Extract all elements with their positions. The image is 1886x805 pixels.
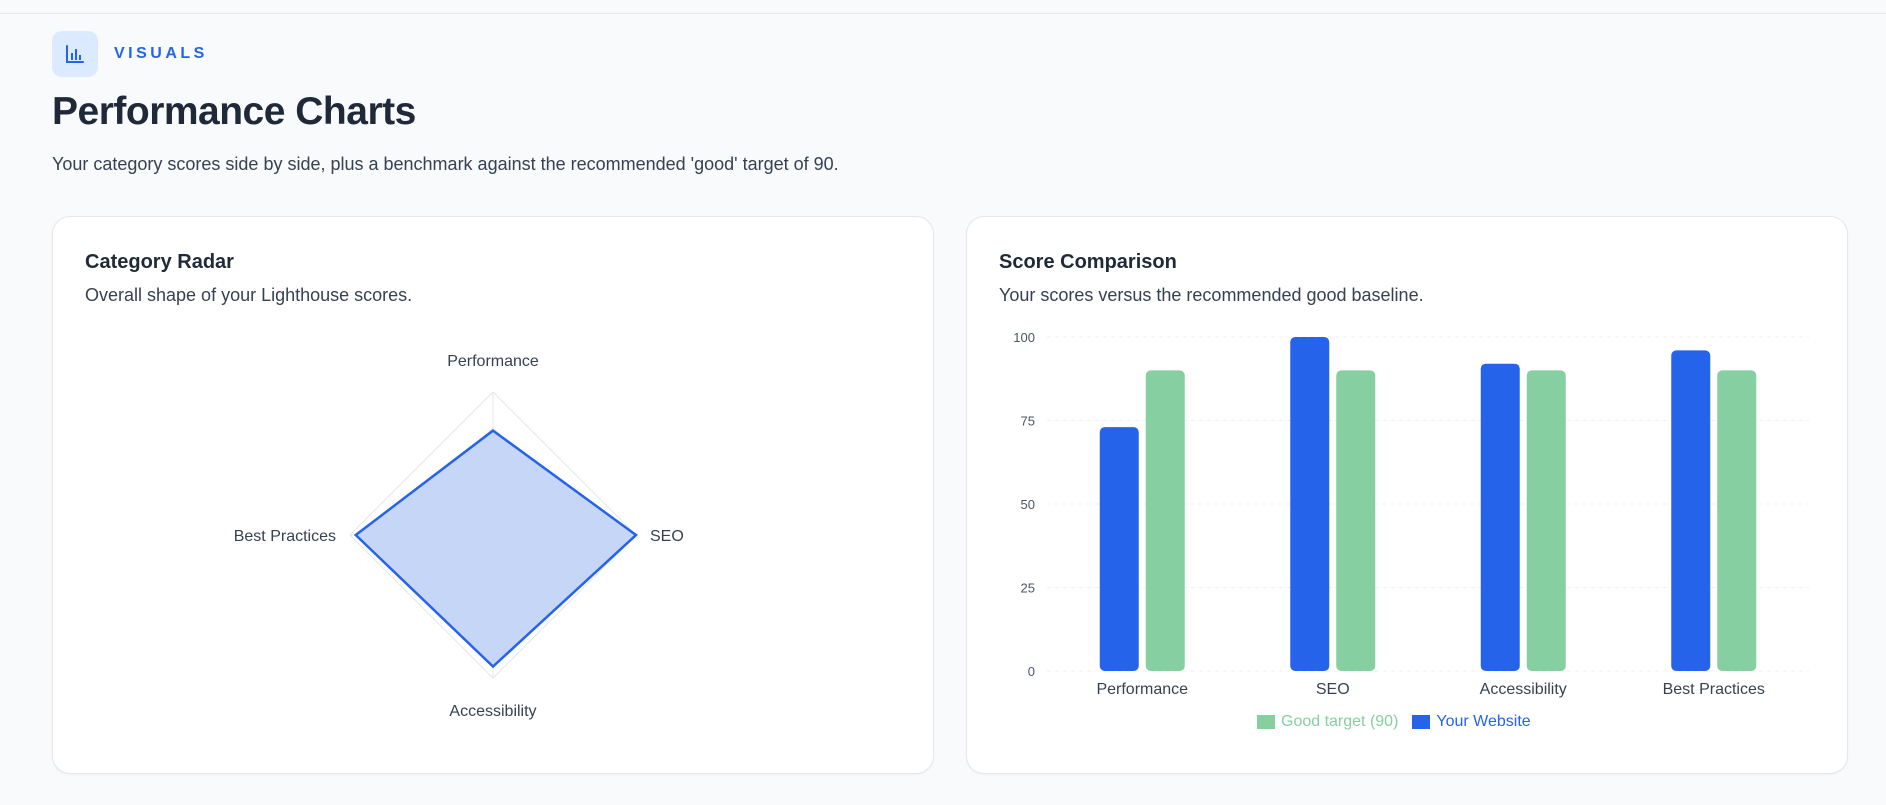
bar-website[interactable] <box>1290 337 1330 671</box>
x-tick-label: Accessibility <box>1480 681 1567 698</box>
bar-good-target[interactable] <box>1717 370 1757 671</box>
legend-label-website: Your Website <box>1436 713 1531 730</box>
radar-axis-label: SEO <box>650 528 684 545</box>
x-tick-label: Best Practices <box>1663 681 1765 698</box>
bar-website[interactable] <box>1671 350 1711 671</box>
y-tick-label: 0 <box>1028 664 1035 679</box>
radar-axis-label: Accessibility <box>449 703 536 720</box>
bar-card-subtitle: Your scores versus the recommended good … <box>999 285 1424 305</box>
bar-chart: 0 25 50 75 100 Performance SEO Accessibility Bes… <box>1013 330 1809 698</box>
radar-axis-label: Best Practices <box>234 528 336 545</box>
y-tick-label: 100 <box>1013 330 1035 345</box>
bar-good-target[interactable] <box>1526 370 1566 671</box>
radar-series-area <box>353 429 638 669</box>
chart-legend: Good target (90) Your Website <box>1257 713 1531 731</box>
y-tick-label: 50 <box>1021 497 1035 512</box>
bar-card: Score Comparison Your scores versus the … <box>966 216 1848 774</box>
bar-card-title: Score Comparison <box>999 251 1177 273</box>
bar-good-target[interactable] <box>1145 370 1185 671</box>
page-subtitle: Your category scores side by side, plus … <box>52 154 839 174</box>
radar-axis-label: Performance <box>447 353 539 370</box>
bar-chart-icon <box>52 31 98 77</box>
bar-website[interactable] <box>1099 427 1139 671</box>
legend-swatch-website <box>1412 715 1431 729</box>
section-label: VISUALS <box>114 45 208 62</box>
top-divider <box>0 13 1886 14</box>
section-eyebrow: VISUALS <box>52 31 208 77</box>
radar-chart: Performance SEO Accessibility Best Practice… <box>234 353 684 720</box>
radar-card-title: Category Radar <box>85 251 234 273</box>
y-tick-label: 25 <box>1021 581 1035 596</box>
x-tick-label: SEO <box>1316 681 1350 698</box>
y-tick-label: 75 <box>1021 414 1035 429</box>
legend-item-good[interactable]: Good target (90) <box>1257 713 1398 731</box>
radar-card-subtitle: Overall shape of your Lighthouse scores. <box>85 285 413 305</box>
legend-swatch-good <box>1257 715 1275 729</box>
legend-item-website[interactable]: Your Website <box>1412 713 1531 731</box>
bar-good-target[interactable] <box>1336 370 1376 671</box>
legend-label-good: Good target (90) <box>1281 713 1399 730</box>
bar-website[interactable] <box>1480 363 1520 671</box>
x-tick-label: Performance <box>1096 681 1188 698</box>
radar-card: Category Radar Overall shape of your Lig… <box>52 216 934 774</box>
page-title: Performance Charts <box>52 90 416 133</box>
